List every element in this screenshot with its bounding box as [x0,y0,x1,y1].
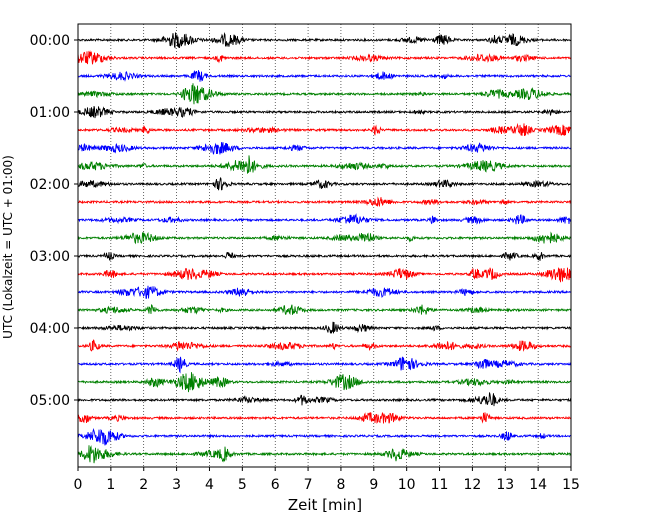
trace-0300 [77,251,572,261]
trace-0545 [77,445,572,464]
x-tick-label: 0 [74,477,83,493]
x-tick-label: 11 [431,477,449,493]
x-tick-label: 14 [529,477,547,493]
trace-0045 [77,83,572,105]
vertical-gridlines [110,24,539,467]
trace-0015 [77,50,572,65]
trace-0515 [77,412,572,424]
trace-0315 [77,267,572,283]
x-tick-label: 15 [562,477,580,493]
x-tick-label: 1 [106,477,115,493]
x-tick-label: 12 [463,477,481,493]
x-tick-label: 7 [304,477,313,493]
x-tick-label: 2 [139,477,148,493]
trace-0030 [77,69,572,82]
x-tick-label: 10 [398,477,416,493]
x-tick-label: 8 [336,477,345,493]
x-tick-label: 3 [172,477,181,493]
trace-0230 [77,213,572,225]
seismic-traces [77,31,572,464]
y-tick-label: 03:00 [30,249,70,265]
trace-0130 [77,142,572,155]
trace-0400 [77,321,572,334]
y-tick-label: 05:00 [30,393,70,409]
trace-0200 [77,177,572,191]
trace-0000 [77,31,572,49]
x-axis-label: Zeit [min] [288,496,362,514]
plot-frame [77,23,572,468]
trace-0145 [77,155,572,174]
y-tick-label: 01:00 [30,105,70,121]
x-tick-label: 6 [271,477,280,493]
trace-0500 [77,392,572,407]
y-tick-label: 04:00 [30,321,70,337]
x-tick-label: 4 [205,477,214,493]
trace-0330 [77,285,572,299]
x-tick-label: 13 [496,477,514,493]
y-axis-ticks: 00:00 01:00 02:00 03:00 04:00 05:00 [30,33,78,409]
trace-0415 [77,339,572,352]
x-axis-ticks: 0 1 2 3 4 5 6 7 8 9 10 11 12 13 14 15 [74,467,580,493]
trace-0530 [77,427,572,446]
trace-0345 [77,304,572,316]
y-axis-label: UTC (Lokalzeit = UTC + 01:00) [1,155,15,339]
trace-0245 [77,231,572,245]
trace-0100 [77,105,572,119]
x-tick-label: 5 [238,477,247,493]
trace-0430 [77,356,572,374]
trace-0215 [77,196,572,208]
y-tick-label: 02:00 [30,177,70,193]
x-tick-label: 9 [369,477,378,493]
y-tick-label: 00:00 [30,33,70,49]
trace-0445 [77,372,572,393]
trace-0115 [77,122,572,136]
